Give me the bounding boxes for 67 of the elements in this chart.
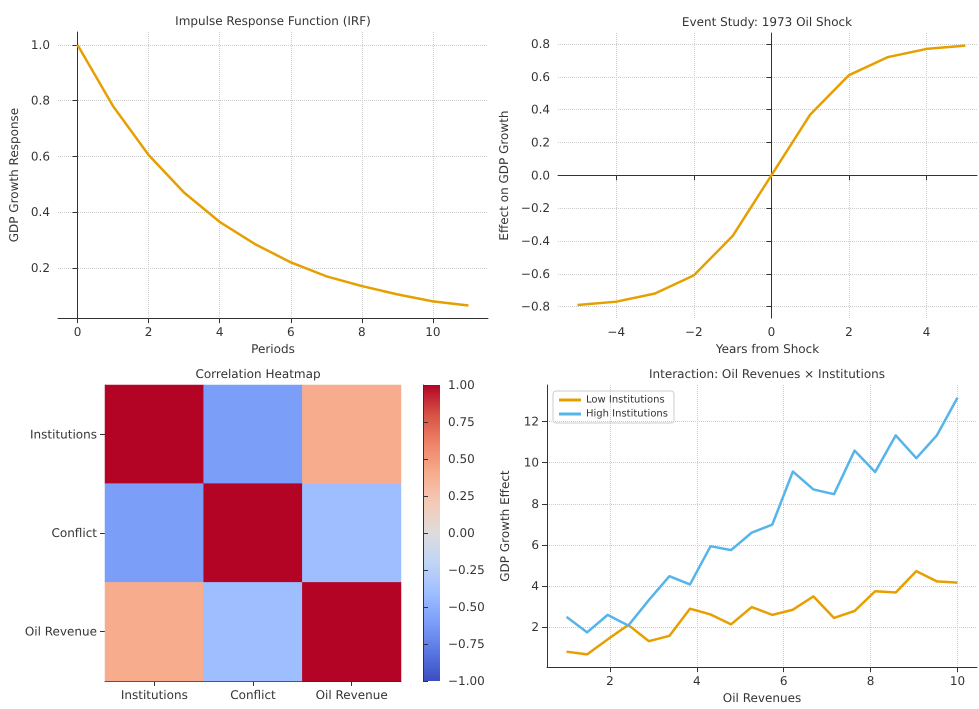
x-tick-label: 0 [74, 325, 82, 340]
x-tick-label: Institutions [120, 688, 188, 702]
y-tick-label: 0.8 [530, 36, 550, 51]
x-tick-label: −2 [684, 325, 703, 340]
y-tick-label: 10 [524, 456, 539, 470]
y-tick-label: −0.2 [520, 201, 550, 216]
y-tick-label: 12 [524, 414, 539, 429]
x-tick-label: 2 [606, 674, 614, 688]
line-series [565, 570, 959, 656]
y-tick-label: Institutions [30, 427, 97, 442]
x-tick-label: 4 [216, 325, 224, 340]
y-tick-label: 0.0 [530, 168, 550, 182]
legend-label: Low Institutions [586, 394, 665, 406]
x-tick-label: Oil Revenue [316, 688, 388, 702]
y-tick-label: 0.6 [530, 70, 550, 84]
color-bar-label: −0.50 [448, 600, 485, 614]
y-tick-label: −0.8 [520, 300, 550, 314]
color-bar-label: 0.00 [448, 526, 475, 540]
x-tick-label: 10 [425, 325, 441, 340]
x-tick-label: Conflict [230, 688, 276, 702]
y-tick-label: 0.6 [30, 149, 50, 164]
y-tick-label: 2 [531, 620, 539, 634]
x-tick-label: 2 [845, 325, 853, 340]
color-bar-label: 0.25 [448, 489, 475, 503]
y-tick-label: 0.2 [530, 135, 550, 150]
x-tick-label: 8 [866, 674, 874, 688]
x-tick-label: 10 [950, 674, 966, 688]
color-bar-label: −1.00 [448, 674, 485, 688]
x-tick-label: 0 [768, 325, 776, 340]
x-tick-label: 6 [780, 674, 788, 688]
chart-title: Impulse Response Function (IRF) [175, 14, 371, 28]
color-bar-label: −0.75 [448, 637, 485, 651]
y-tick-label: −0.4 [520, 234, 550, 248]
chart-title: Interaction: Oil Revenues × Institutions [648, 367, 886, 381]
color-bar-label: 1.00 [448, 378, 475, 392]
x-tick-label: 2 [144, 325, 152, 340]
y-tick-label: 4 [531, 579, 539, 594]
x-tick-label: 6 [286, 325, 295, 340]
y-axis-title: GDP Growth Effect [498, 470, 512, 582]
color-bar-label: −0.25 [448, 563, 485, 577]
chart-title: Correlation Heatmap [195, 367, 321, 381]
y-tick-label: Oil Revenue [24, 624, 97, 639]
x-axis-title: Oil Revenues [722, 691, 802, 705]
color-bar-label: 0.50 [448, 452, 475, 466]
x-tick-label: 4 [693, 674, 701, 688]
y-axis-title: Effect on GDP Growth [497, 110, 511, 241]
y-tick-label: 0.8 [30, 94, 50, 108]
y-axis-title: GDP Growth Response [7, 108, 21, 242]
line-series [76, 44, 470, 307]
x-tick-label: 8 [358, 325, 366, 340]
line-series [565, 396, 959, 634]
y-tick-label: −0.6 [520, 266, 550, 281]
chart-title: Event Study: 1973 Oil Shock [682, 15, 852, 29]
y-tick-label: 0.2 [30, 260, 50, 275]
y-tick-label: Conflict [51, 526, 98, 540]
line-series [576, 44, 967, 306]
legend-label: High Institutions [586, 408, 668, 420]
x-axis-title: Years from Shock [714, 342, 820, 356]
y-tick-label: 0.4 [530, 102, 550, 117]
y-tick-label: 6 [531, 538, 539, 552]
color-bar-label: 0.75 [448, 415, 475, 429]
y-tick-label: 8 [531, 496, 539, 511]
x-tick-label: −4 [607, 325, 626, 340]
y-tick-label: 1.0 [30, 38, 50, 52]
x-axis-title: Periods [251, 342, 295, 356]
y-tick-label: 0.4 [30, 205, 50, 220]
x-tick-label: 4 [922, 325, 930, 340]
